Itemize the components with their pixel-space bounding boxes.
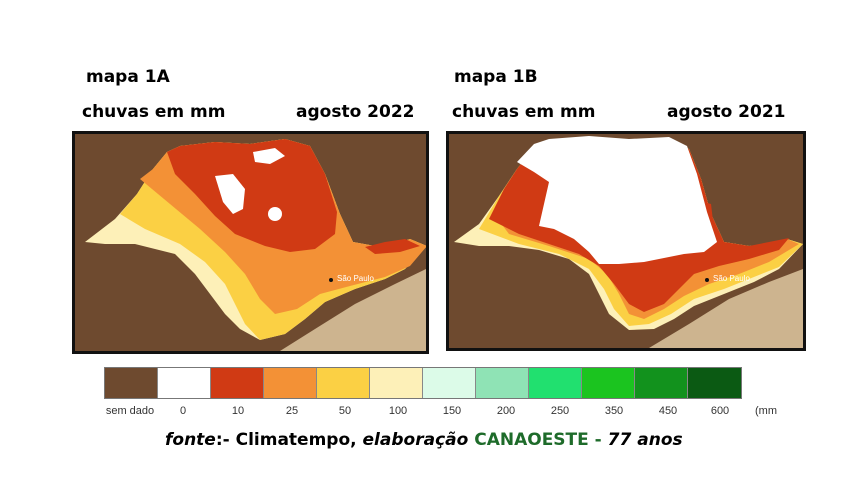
map-b-subtitle: chuvas em mm [452, 102, 596, 122]
legend-swatch-0 [158, 368, 211, 398]
map-b-city-label: São Paulo [713, 274, 750, 283]
legend-swatch-200 [476, 368, 529, 398]
legend-label: 350 [604, 405, 624, 417]
legend-unit: (mm [755, 405, 777, 417]
legend-label: 200 [496, 405, 516, 417]
legend-swatch-50 [317, 368, 370, 398]
map-a-city-label: São Paulo [337, 274, 374, 283]
source-credit: fonte:- Climatempo, elaboração CANAOESTE… [165, 430, 683, 450]
source-fonte: fonte [165, 430, 216, 450]
source-elab: elaboração [362, 430, 475, 450]
legend-label: 600 [710, 405, 730, 417]
legend-swatch-350 [582, 368, 635, 398]
source-sep: :- Climatempo, [215, 430, 363, 450]
legend-swatches [104, 367, 742, 399]
legend-label: 150 [442, 405, 462, 417]
legend-swatch-150 [423, 368, 476, 398]
map-b-date: agosto 2021 [667, 102, 786, 122]
map-a-subtitle: chuvas em mm [82, 102, 226, 122]
legend-label: 250 [550, 405, 570, 417]
map-a-date: agosto 2022 [296, 102, 415, 122]
legend-label: sem dado [105, 405, 155, 417]
legend-label: 100 [388, 405, 408, 417]
source-org: CANAOESTE [474, 430, 589, 450]
legend-swatch-25 [264, 368, 317, 398]
source-years: 77 anos [607, 430, 683, 450]
map-a-rainfall: São Paulo [72, 131, 429, 354]
legend-swatch-sem-dado [105, 368, 158, 398]
legend-label: 0 [179, 405, 187, 417]
legend-swatch-600 [688, 368, 741, 398]
legend-swatch-250 [529, 368, 582, 398]
map-a-title: mapa 1A [86, 67, 170, 87]
legend-swatch-10 [211, 368, 264, 398]
map-b-rainfall: São Paulo [446, 131, 806, 351]
source-dash: - [588, 430, 608, 450]
legend-label: 50 [338, 405, 352, 417]
legend-swatch-450 [635, 368, 688, 398]
legend-swatch-100 [370, 368, 423, 398]
legend-label: 25 [285, 405, 299, 417]
legend-label: 10 [231, 405, 245, 417]
map-b-title: mapa 1B [454, 67, 538, 87]
legend-label: 450 [658, 405, 678, 417]
